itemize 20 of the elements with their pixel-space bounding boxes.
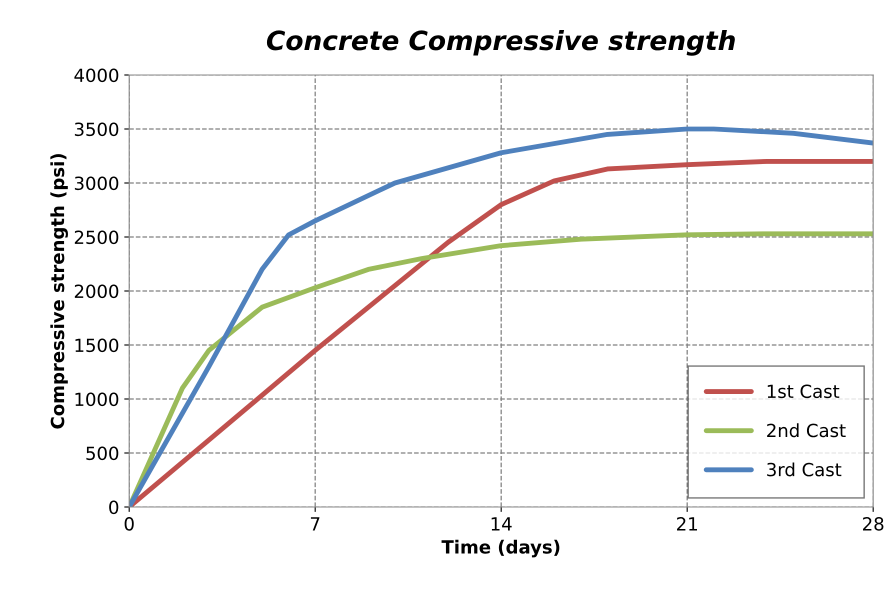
y-tick-label: 2000 [74,284,118,298]
x-tick-label: 0 [124,517,134,531]
legend-label: 3rd Cast [767,462,842,476]
y-tick-label: 500 [86,446,118,460]
x-tick-label: 21 [677,517,698,530]
y-tick-label: 1500 [76,338,118,352]
y-tick-label: 1000 [76,392,118,406]
legend-label: 1st Cast [768,384,840,398]
y-tick-label: 4000 [74,68,118,82]
y-tick-label: 3500 [74,122,118,136]
y-axis-title: Compressive strength (psi) [50,154,68,429]
x-axis-title: Time (days) [442,540,560,558]
y-tick-label: 3000 [74,176,118,190]
legend-label: 2nd Cast [767,423,846,438]
y-tick-label: 2500 [74,230,118,244]
chart-title: Concrete Compressive strength [266,30,735,56]
x-tick-label: 14 [492,517,512,530]
x-tick-label: 28 [863,517,884,531]
x-tick-label: 7 [310,517,320,530]
y-tick-label: 0 [109,500,118,514]
